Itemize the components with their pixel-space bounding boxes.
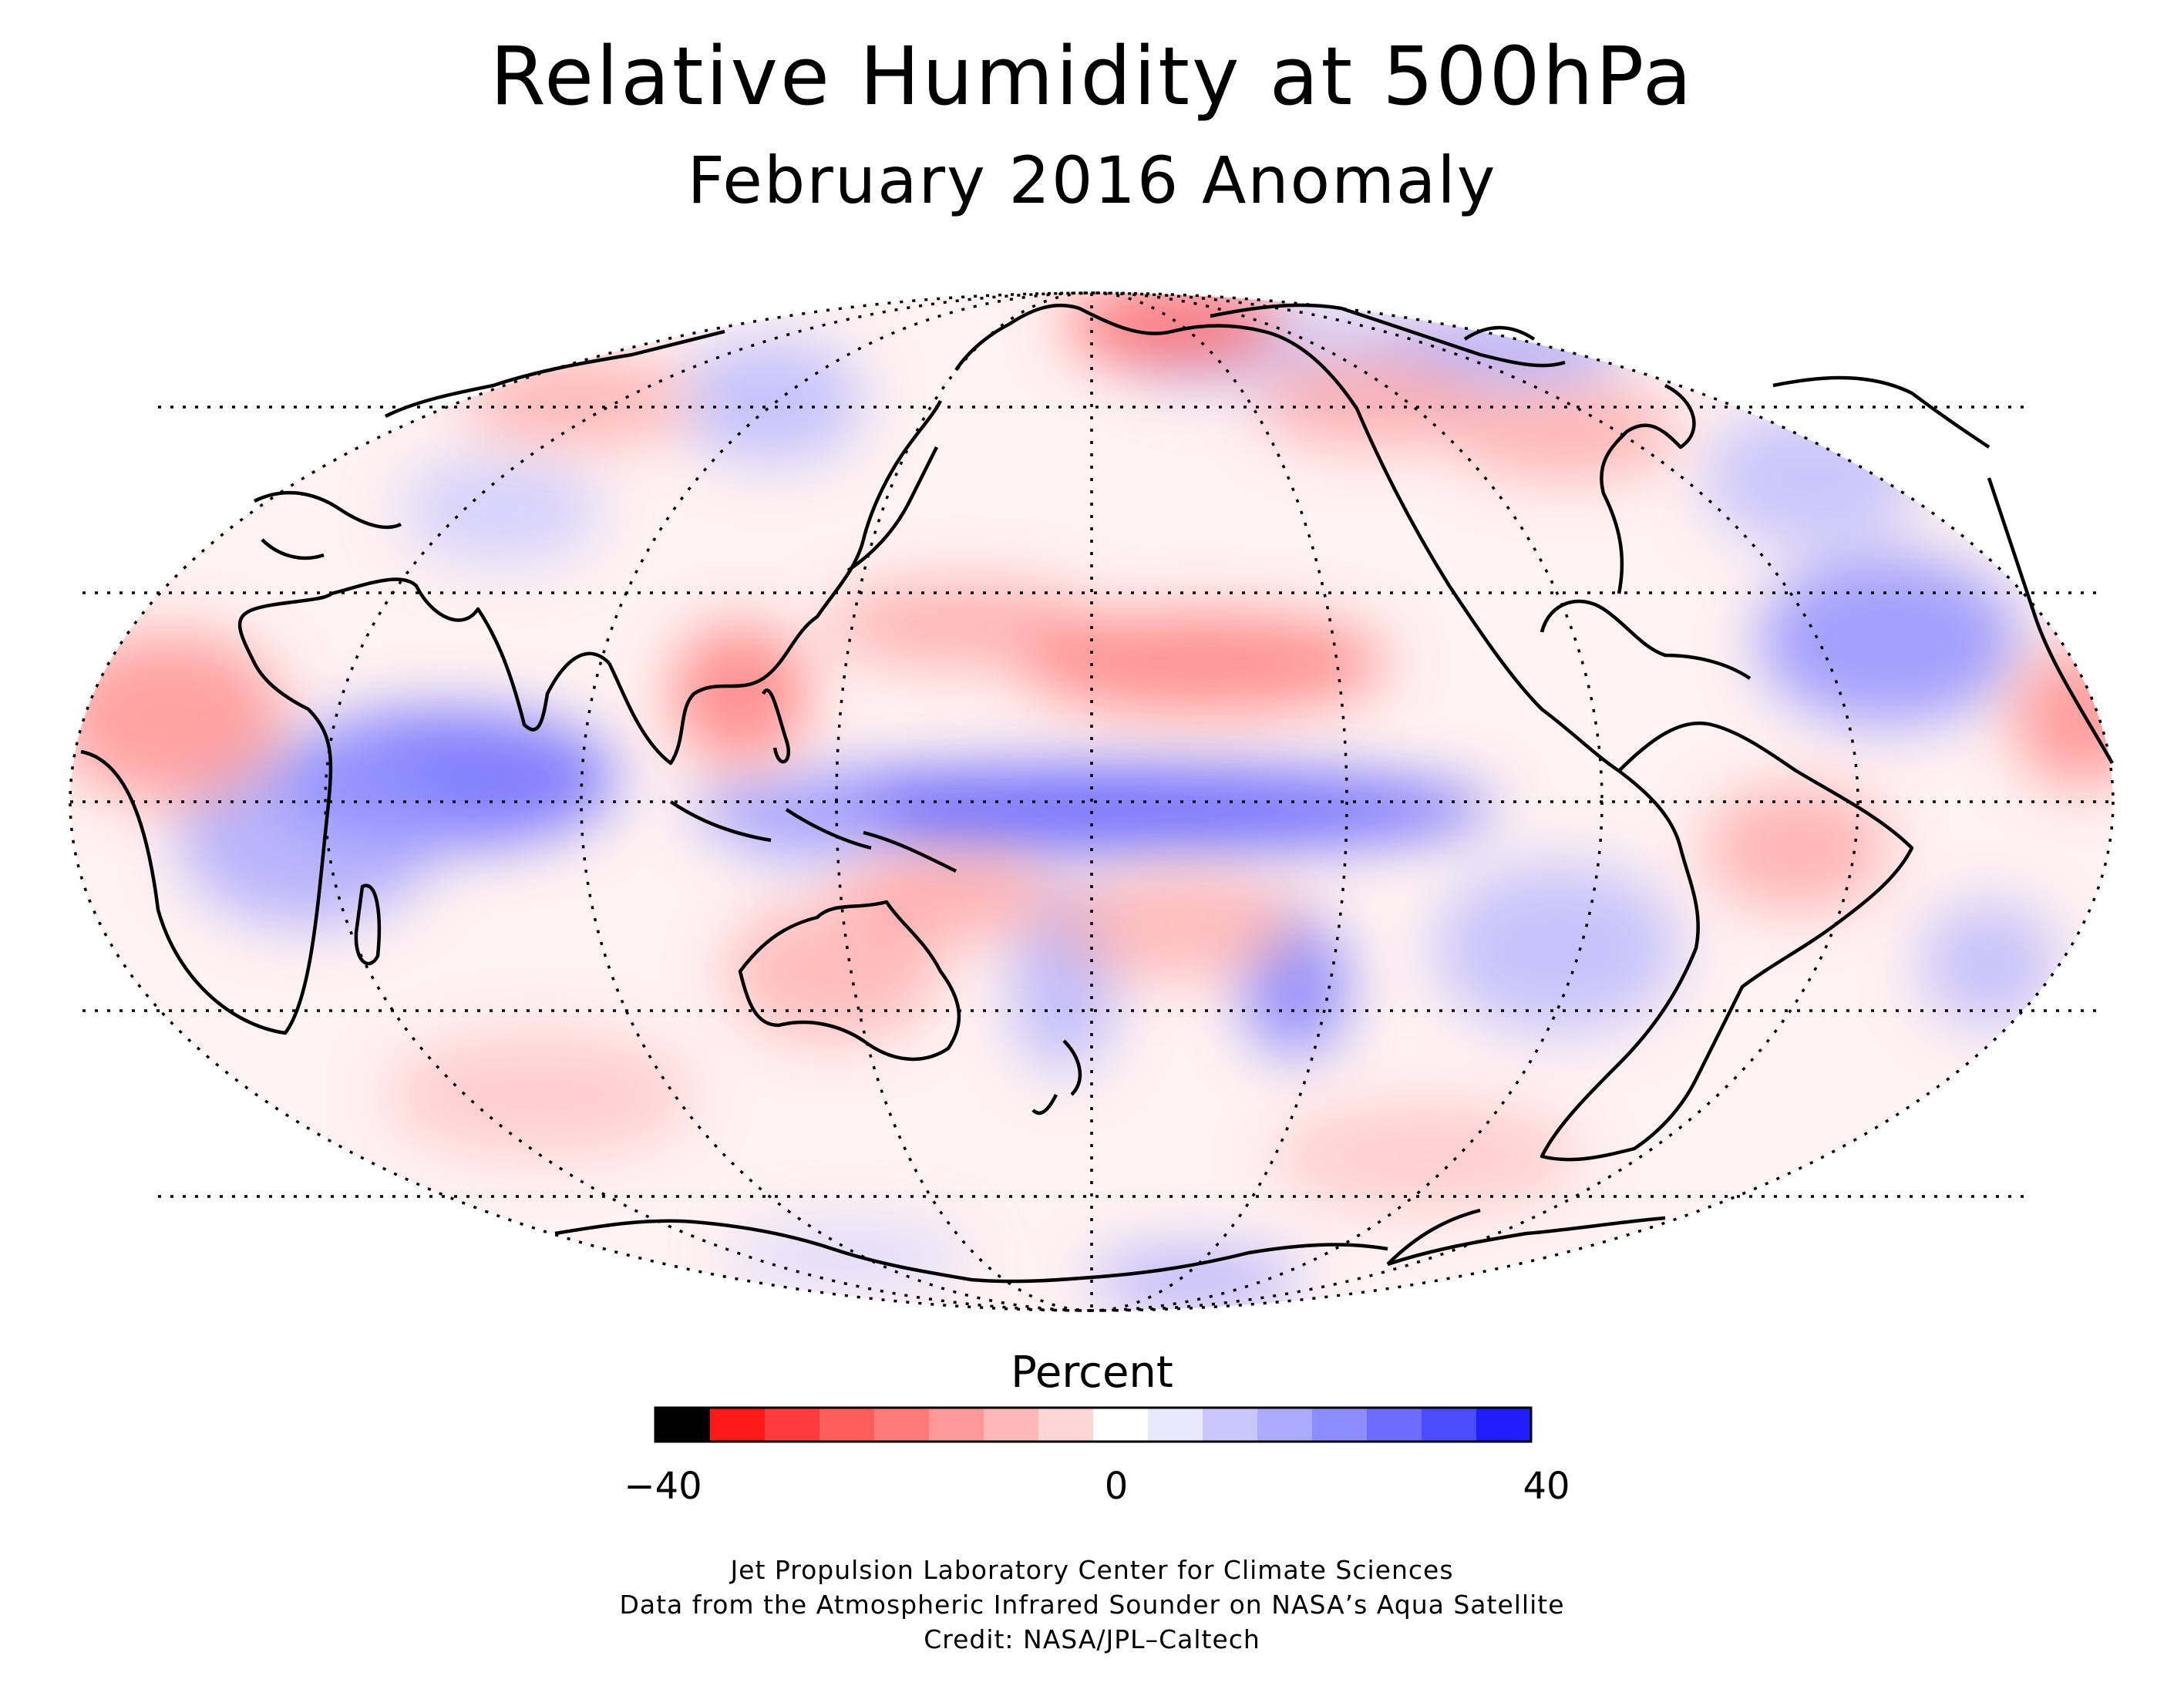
coast-southeast-asia <box>607 539 866 766</box>
colorbar-cell <box>1203 1408 1258 1442</box>
colorbar-cell <box>710 1408 766 1442</box>
colorbar-frame <box>654 1406 1533 1443</box>
coast-scandinavia-arctic <box>384 329 725 419</box>
colorbar-cell <box>1148 1408 1203 1442</box>
anomaly-map <box>69 291 2115 1312</box>
colorbar-max-label: 40 <box>1523 1465 1570 1508</box>
coast-arabia-india <box>331 577 611 732</box>
coast-south-america <box>1540 721 1914 1162</box>
coast-indonesia <box>669 800 872 850</box>
coastlines <box>80 303 2114 1284</box>
coast-philippines <box>761 688 791 764</box>
colorbar-min-label: −40 <box>624 1465 702 1508</box>
credit-line-2: Data from the Atmospheric Infrared Sound… <box>619 1590 1565 1620</box>
colorbar-cell <box>765 1408 820 1442</box>
coast-japan <box>846 446 939 572</box>
coast-canada-arctic <box>1210 303 1566 368</box>
coast-east-asia <box>861 321 1011 540</box>
coast-north-pacific-rim <box>1008 303 1620 772</box>
colorbar-cell <box>1257 1408 1313 1442</box>
coast-australia <box>738 900 961 1062</box>
colorbar-cell <box>874 1408 930 1442</box>
coast-antarctic-peninsula <box>1386 1208 1481 1266</box>
coast-north-america-east <box>1600 383 1696 594</box>
meridians-90 <box>580 291 1604 1312</box>
colorbar-cell <box>1476 1408 1532 1442</box>
meridians-45 <box>835 291 1348 1312</box>
coast-africa <box>80 592 333 1035</box>
colorbar-cell <box>1422 1408 1477 1442</box>
colorbar-cell <box>655 1408 711 1442</box>
credit-line-1: Jet Propulsion Laboratory Center for Cli… <box>730 1555 1454 1585</box>
coast-europe <box>253 490 402 560</box>
coast-madagascar <box>354 883 382 966</box>
colorbar-cell <box>929 1408 984 1442</box>
colorbar-mid-label: 0 <box>1104 1465 1129 1508</box>
coast-new-zealand <box>1031 1039 1082 1116</box>
colorbar-cells <box>655 1408 1532 1442</box>
negative-anomaly-areas <box>70 293 2113 1210</box>
coast-new-guinea <box>863 830 957 873</box>
legend-title: Percent <box>1011 1348 1173 1398</box>
colorbar-cell <box>1312 1408 1368 1442</box>
chart-subtitle: February 2016 Anomaly <box>687 143 1497 218</box>
coast-gulf-caribbean <box>1540 599 1752 680</box>
colorbar-cell <box>1367 1408 1422 1442</box>
colorbar-cell <box>1038 1408 1094 1442</box>
coast-greenland <box>1772 375 1991 449</box>
credit-line-3: Credit: NASA/JPL–Caltech <box>924 1624 1260 1654</box>
chart-title: Relative Humidity at 500hPa <box>490 29 1694 123</box>
coast-west-africa-bulge <box>1987 477 2114 765</box>
colorbar-cell <box>984 1408 1039 1442</box>
coast-antarctica <box>554 1216 1666 1284</box>
colorbar-cell <box>819 1408 875 1442</box>
colorbar-cell <box>1093 1408 1149 1442</box>
graticule <box>69 291 2115 1312</box>
globe-outline <box>69 291 2115 1312</box>
